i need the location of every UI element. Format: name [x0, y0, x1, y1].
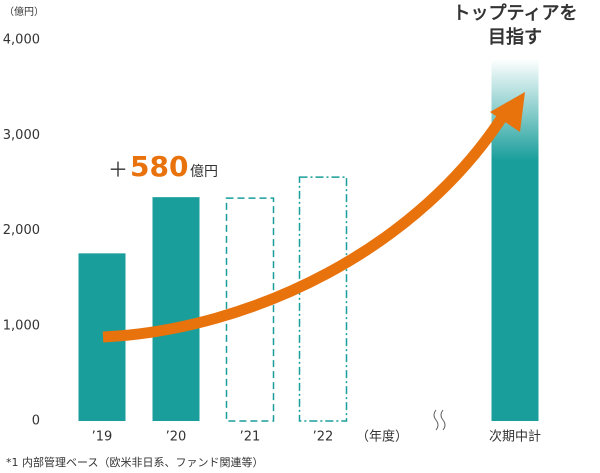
bar	[298, 176, 348, 422]
y-tick-label: 1,000	[3, 318, 40, 333]
axis-break	[433, 409, 446, 431]
y-tick-label: 4,000	[3, 33, 40, 48]
x-tick-label: ’19	[92, 430, 113, 445]
annotation-prefix: ＋	[108, 158, 128, 182]
y-tick-label: 0	[32, 414, 40, 429]
trend-arrow	[102, 105, 513, 343]
title-line: 目指す	[488, 26, 542, 48]
x-axis-label: （年度）	[356, 429, 408, 445]
x-tick-label: ’21	[240, 430, 261, 445]
bar	[152, 197, 200, 421]
trend-arrow-head	[490, 92, 525, 132]
x-tick-label: ’20	[166, 430, 187, 445]
bar	[225, 197, 275, 422]
x-tick-label: 次期中計	[489, 429, 541, 445]
unit-label: （億円）	[4, 5, 44, 18]
y-tick-label: 3,000	[3, 128, 40, 143]
annotation-unit: 億円	[190, 164, 218, 180]
annotation-value: 580	[130, 150, 188, 183]
x-tick-label: ’22	[313, 430, 334, 445]
y-tick-label: 2,000	[3, 223, 40, 238]
title-line: トップティアを	[453, 2, 578, 24]
footnote: *1 内部管理ベース（欧米非日系、ファンド関連等）	[6, 455, 263, 469]
